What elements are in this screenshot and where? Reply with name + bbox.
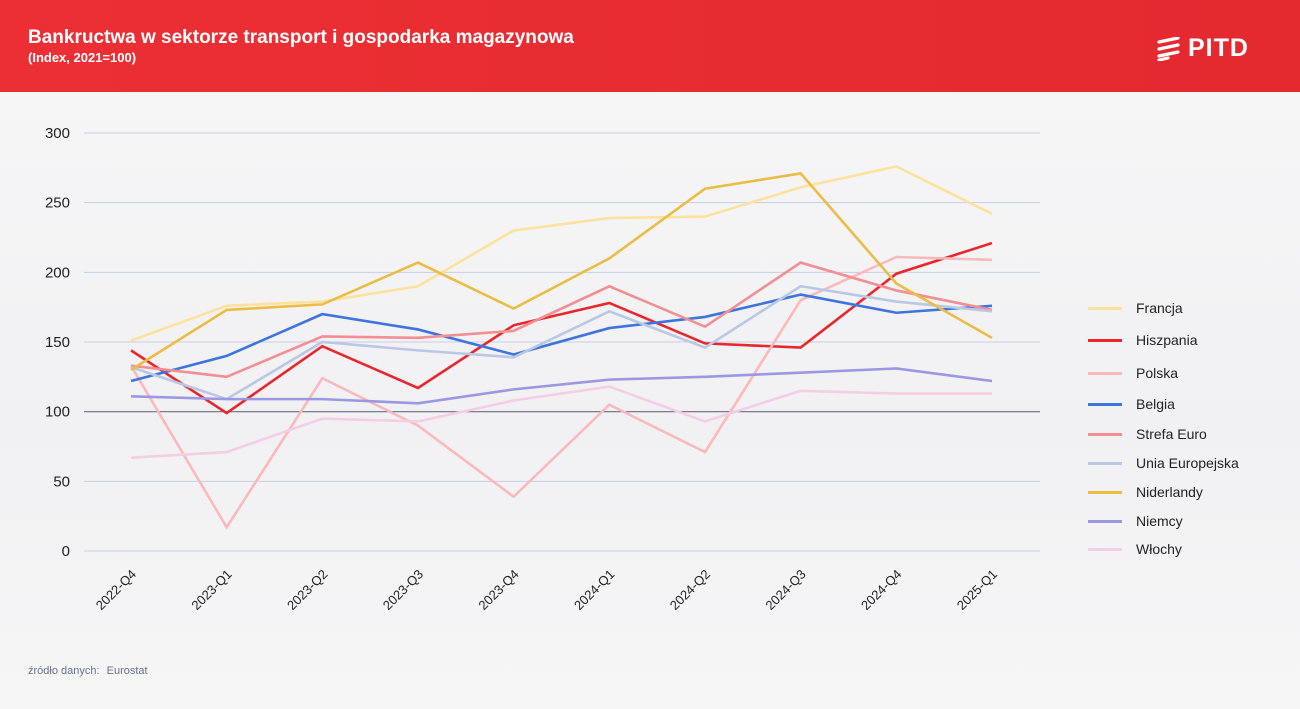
y-tick-label: 250 [45,195,70,212]
x-tick-label: 2023-Q3 [380,567,426,613]
header-bar: Bankructwa w sektorze transport i gospod… [0,0,1300,92]
series-line-hiszpania [130,241,993,415]
legend-swatch [1088,547,1122,551]
legend-item: Polska [1088,365,1178,381]
legend-label: Włochy [1136,541,1182,557]
legend-swatch [1088,461,1122,465]
legend-item: Belgia [1088,396,1175,412]
legend-label: Unia Europejska [1136,455,1239,471]
legend-swatch [1088,519,1122,523]
series-line-francja [130,165,993,342]
legend-item: Niemcy [1088,513,1183,529]
y-tick-label: 50 [53,473,70,490]
y-tick-label: 0 [62,543,70,560]
legend-item: Niderlandy [1088,484,1203,500]
legend-label: Strefa Euro [1136,426,1207,442]
legend-label: Belgia [1136,396,1175,412]
series-line-strefa-euro [130,261,993,379]
legend-swatch [1088,490,1122,494]
legend-label: Francja [1136,300,1183,316]
x-tick-label: 2024-Q2 [667,567,713,613]
x-tick-label: 2024-Q4 [858,567,904,613]
x-tick-label: 2023-Q1 [188,567,234,613]
series-line-polska [129,255,993,530]
x-tick-label: 2024-Q1 [571,567,617,613]
legend-label: Hiszpania [1136,332,1198,348]
x-tick-label: 2023-Q2 [284,567,330,613]
y-tick-label: 150 [45,334,70,351]
logo-text: PITD [1188,34,1249,62]
legend-label: Niemcy [1136,513,1183,529]
legend-item: Unia Europejska [1088,455,1239,471]
legend-swatch [1088,432,1122,436]
y-tick-label: 300 [45,125,70,142]
chart-title: Bankructwa w sektorze transport i gospod… [28,27,574,48]
legend-item: Francja [1088,300,1183,316]
series-line-unia-europejska [130,284,993,401]
y-tick-label: 200 [45,264,70,281]
legend-item: Strefa Euro [1088,426,1207,442]
legend-label: Niderlandy [1136,484,1203,500]
legend-item: Hiszpania [1088,332,1197,348]
x-tick-label: 2025-Q1 [954,567,1000,613]
source-label: źródło danych: [28,665,100,677]
legend-swatch [1088,338,1122,342]
legend-swatch [1088,306,1122,310]
logo-icon [1157,36,1180,61]
series-line-niemcy [130,367,993,405]
series-line-niderlandy [130,172,993,371]
x-tick-label: 2023-Q4 [475,567,521,613]
series-line-włochy [130,385,992,459]
y-tick-label: 100 [45,404,70,421]
source-value: Eurostat [106,665,148,677]
chart-subtitle: (Index, 2021=100) [28,50,137,65]
legend-swatch [1088,402,1122,406]
source-note: źródło danych: Eurostat [28,665,152,677]
x-tick-label: 2024-Q3 [762,567,808,613]
legend-label: Polska [1136,365,1179,381]
legend-swatch [1088,371,1122,375]
series-line-belgia [130,293,993,383]
legend-item: Włochy [1088,541,1182,557]
x-tick-label: 2022-Q4 [93,567,139,613]
pitd-logo: PITD [1156,34,1249,63]
